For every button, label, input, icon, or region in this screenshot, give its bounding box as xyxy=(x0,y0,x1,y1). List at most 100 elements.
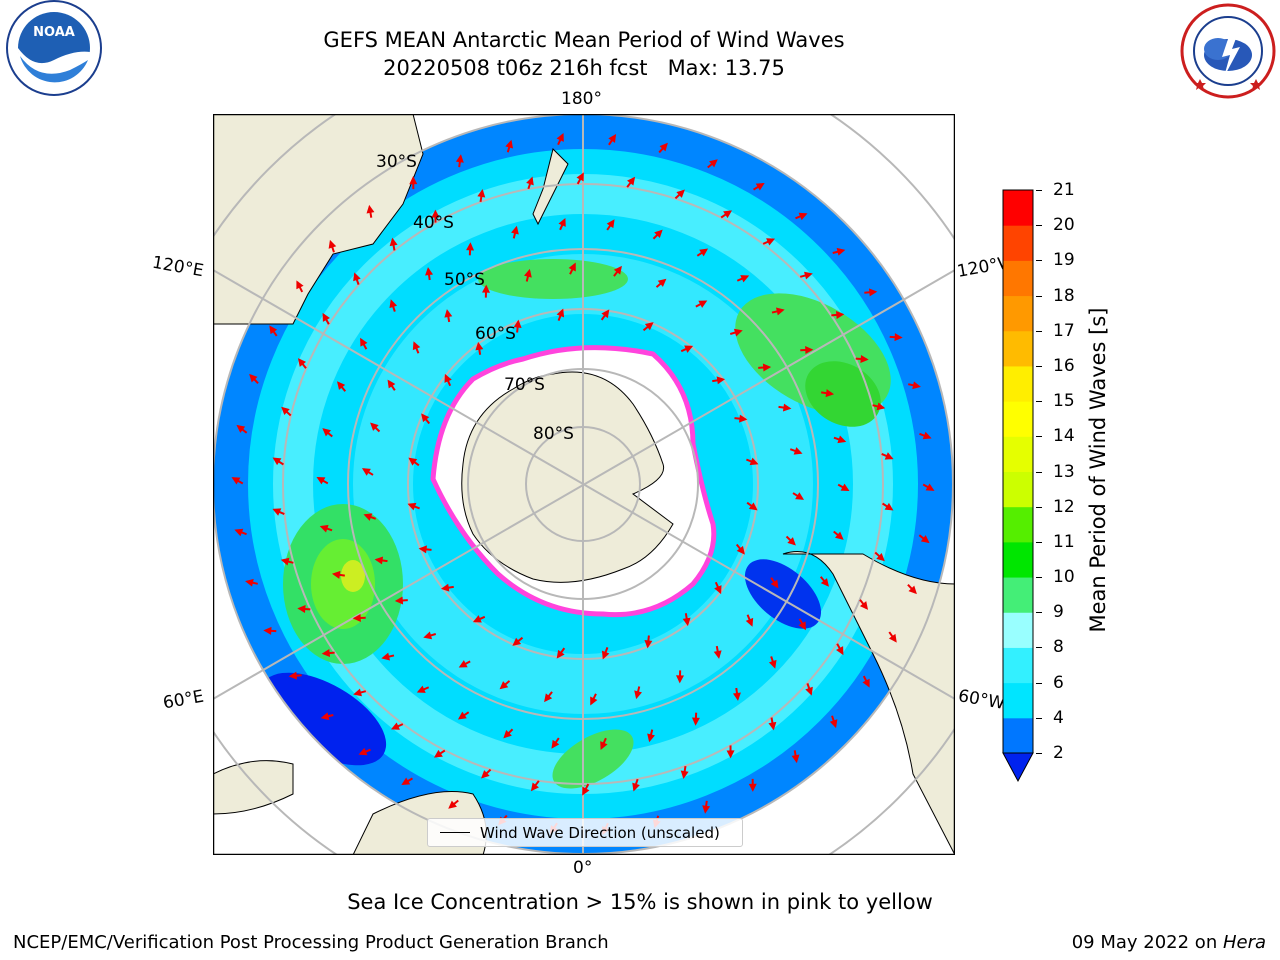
south-america xyxy=(782,551,955,855)
wind-wave-arrowhead xyxy=(805,686,813,696)
wind-wave-arrowhead xyxy=(820,578,829,587)
noaa-logo: NOAA xyxy=(4,0,104,100)
noaa-logo-text: NOAA xyxy=(33,25,75,40)
lat-label-80s: 80°S xyxy=(533,424,574,444)
wind-wave-arrowhead xyxy=(732,692,741,701)
legend-line-swatch xyxy=(440,832,470,833)
wind-wave-arrowhead xyxy=(457,711,467,720)
wind-wave-arrowhead xyxy=(389,299,398,309)
wind-wave-arrowhead xyxy=(795,492,805,500)
wind-wave-arrowhead xyxy=(676,189,685,198)
wave-patch-north xyxy=(478,259,628,299)
colorbar-segment xyxy=(1003,682,1033,719)
colorbar-border xyxy=(1002,189,1034,754)
colorbar-tick-label: 20 xyxy=(1053,215,1075,236)
wind-wave-arrowhead xyxy=(654,229,663,239)
wind-wave-arrowhead xyxy=(709,159,718,168)
wind-wave-arrowhead xyxy=(425,267,434,276)
colorbar-segment xyxy=(1003,577,1033,613)
wind-wave-arrowhead xyxy=(358,747,368,756)
colorbar-tick xyxy=(1036,330,1042,332)
wind-wave-arrowhead xyxy=(353,272,361,282)
wind-wave-arrowhead xyxy=(512,637,522,646)
wind-wave-arrowhead xyxy=(726,750,735,759)
lat-label-50s: 50°S xyxy=(444,270,485,290)
wind-wave-arrowhead xyxy=(505,139,514,149)
footer-date: 09 May 2022 on Hera xyxy=(1072,932,1266,953)
wind-wave-arrowhead xyxy=(736,545,745,555)
wind-wave-arrowhead xyxy=(366,204,375,214)
wind-wave-arrowhead xyxy=(762,363,772,372)
colorbar-segment xyxy=(1003,260,1033,297)
colorbar-tick-label: 13 xyxy=(1053,461,1075,482)
wind-wave-arrowhead xyxy=(627,176,636,186)
colorbar-tick-label: 2 xyxy=(1053,743,1064,763)
colorbar-segment xyxy=(1003,471,1033,508)
colorbar-segment xyxy=(1003,436,1033,472)
wind-wave-arrowhead xyxy=(412,341,421,351)
wind-wave-arrowhead xyxy=(231,477,241,485)
wind-wave-arrowhead xyxy=(647,733,655,743)
wind-wave-arrowhead xyxy=(702,805,711,814)
wind-wave-arrowhead xyxy=(421,413,430,423)
wind-wave-arrowhead xyxy=(682,617,691,627)
wind-wave-arrowhead xyxy=(582,786,590,796)
wind-wave-arrowhead xyxy=(381,652,391,661)
wind-wave-arrowhead xyxy=(440,583,450,592)
wind-wave-arrowhead xyxy=(466,242,475,251)
wind-wave-arrowhead xyxy=(699,248,709,257)
wind-wave-arrowhead xyxy=(834,531,844,540)
wind-wave-arrowhead xyxy=(613,265,622,275)
wind-wave-arrowhead xyxy=(416,685,426,693)
colorbar-tick xyxy=(1036,225,1042,227)
wind-wave-arrowhead xyxy=(684,345,694,353)
wind-wave-arrowhead xyxy=(455,154,464,163)
wind-wave-arrowhead xyxy=(363,513,373,521)
wind-wave-arrowhead xyxy=(770,579,779,589)
colorbar-tick xyxy=(1036,190,1042,191)
wind-wave-arrowhead xyxy=(714,585,722,595)
wind-wave-arrowhead xyxy=(600,741,608,751)
wind-wave-arrowhead xyxy=(804,271,813,280)
wind-wave-arrowhead xyxy=(511,225,519,235)
colorbar-tick-label: 18 xyxy=(1053,285,1075,306)
wind-wave-arrowhead xyxy=(352,614,361,623)
colorbar-tick xyxy=(1036,471,1042,473)
lon-label-0: 0° xyxy=(573,858,593,878)
wind-wave-arrowhead xyxy=(556,308,565,318)
wind-wave-arrowhead xyxy=(331,570,341,579)
wind-wave-arrowhead xyxy=(236,424,246,433)
colorbar-tick xyxy=(1036,401,1042,403)
wind-wave-arrowhead xyxy=(390,722,400,730)
sea-ice-caption: Sea Ice Concentration > 15% is shown in … xyxy=(347,890,933,914)
wind-wave-arrows xyxy=(231,132,935,836)
lon-label-120e: 120°E xyxy=(150,252,206,282)
colorbar-tick xyxy=(1036,295,1042,297)
wind-wave-arrowhead xyxy=(272,508,282,516)
colorbar-tick-label: 14 xyxy=(1053,426,1075,447)
wind-wave-arrowhead xyxy=(576,172,584,182)
wind-wave-arrowhead xyxy=(840,483,850,492)
wind-wave-arrowhead xyxy=(389,237,398,247)
wind-wave-arrowhead xyxy=(798,621,806,631)
wind-wave-arrowhead xyxy=(513,319,522,328)
wind-wave-arrowhead xyxy=(632,782,640,792)
nws-logo xyxy=(1178,3,1278,99)
wind-wave-arrowhead xyxy=(482,284,490,293)
wind-wave-arrowhead xyxy=(698,300,708,308)
wind-wave-arrowhead xyxy=(544,693,553,703)
wind-wave-arrowhead xyxy=(433,749,443,758)
title-line-2: 20220508 t06z 216h fcst Max: 13.75 xyxy=(383,56,785,80)
legend-label: Wind Wave Direction (unscaled) xyxy=(480,823,720,842)
colorbar-tick-label: 6 xyxy=(1053,672,1064,693)
lon-label-60e: 60°E xyxy=(161,686,206,714)
colorbar-segment xyxy=(1003,647,1033,684)
lon-label-60w: 60°W xyxy=(956,686,1007,714)
wind-wave-arrowhead xyxy=(876,552,885,562)
wind-wave-arrowhead xyxy=(448,800,457,809)
wind-wave-arrowhead xyxy=(805,345,814,354)
wind-wave-arrowhead xyxy=(590,696,598,706)
colorbar-segment xyxy=(1003,612,1033,648)
wind-wave-arrowhead xyxy=(481,770,490,779)
wind-wave-arrowhead xyxy=(912,381,921,390)
